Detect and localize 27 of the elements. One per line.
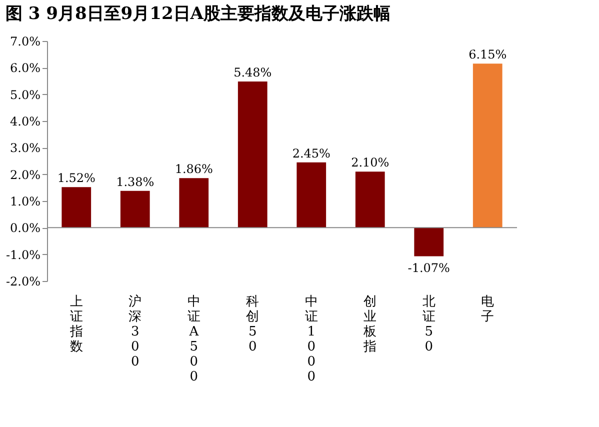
x-tick-label: 电子 bbox=[481, 294, 494, 324]
y-tick-label: 7.0% bbox=[10, 34, 40, 48]
y-tick-label: 3.0% bbox=[10, 141, 40, 156]
chart-title: 图 3 9月8日至9月12日A股主要指数及电子涨跌幅 bbox=[5, 4, 390, 24]
y-tick-label: 1.0% bbox=[10, 194, 40, 208]
y-tick-label: 0.0% bbox=[10, 221, 40, 236]
data-label: 6.15% bbox=[468, 48, 507, 62]
y-tick-label: 2.0% bbox=[10, 168, 40, 182]
x-tick-label: 科创50 bbox=[246, 294, 260, 354]
x-tick-label: 中证A500 bbox=[187, 294, 200, 384]
x-tick-label: 北证50 bbox=[422, 294, 436, 354]
x-tick-label: 上证指数 bbox=[68, 294, 83, 354]
data-label: 1.38% bbox=[116, 174, 154, 189]
data-label: 5.48% bbox=[234, 66, 272, 80]
y-tick-label: 5.0% bbox=[10, 88, 40, 102]
y-tick-label: 6.0% bbox=[10, 61, 40, 76]
x-tick-label: 创业板指 bbox=[362, 294, 377, 354]
data-label: 2.10% bbox=[351, 156, 390, 170]
data-label: 2.45% bbox=[292, 146, 330, 160]
data-label: 1.86% bbox=[174, 162, 213, 176]
x-tick-label: 沪深300 bbox=[128, 294, 142, 370]
y-tick-label: -2.0% bbox=[6, 274, 40, 288]
data-label: -1.07% bbox=[408, 261, 450, 276]
y-tick-label: 4.0% bbox=[10, 114, 40, 128]
data-label: 1.52% bbox=[57, 171, 96, 186]
y-tick-label: -1.0% bbox=[6, 248, 40, 262]
x-tick-label: 中证1000 bbox=[304, 294, 318, 384]
